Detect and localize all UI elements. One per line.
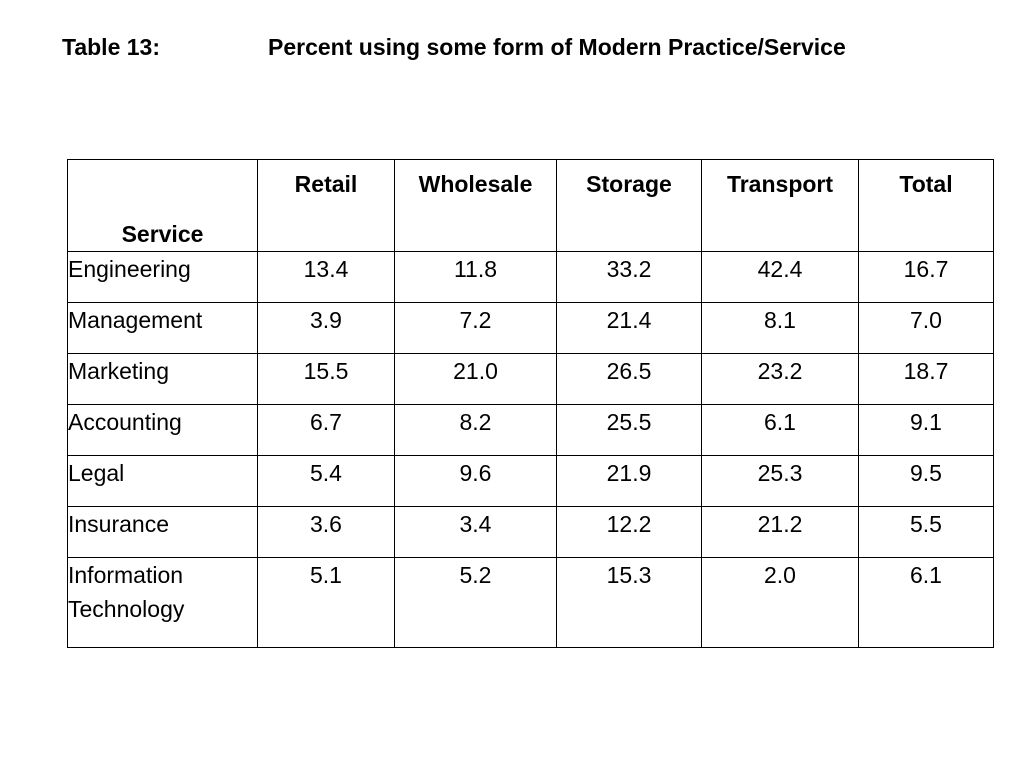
cell-wholesale: 7.2 — [394, 302, 557, 354]
row-label-text: Information Technology — [68, 562, 185, 622]
row-label: Insurance — [67, 506, 258, 558]
cell-transport: 23.2 — [701, 353, 859, 405]
cell-transport: 8.1 — [701, 302, 859, 354]
header-transport: Transport — [701, 159, 859, 252]
cell-transport: 42.4 — [701, 251, 859, 303]
cell-transport: 2.0 — [701, 557, 859, 648]
table-title-text: Percent using some form of Modern Practi… — [268, 34, 846, 60]
cell-storage: 25.5 — [556, 404, 702, 456]
cell-total: 18.7 — [858, 353, 994, 405]
cell-total: 9.5 — [858, 455, 994, 507]
cell-retail: 15.5 — [257, 353, 395, 405]
cell-total: 6.1 — [858, 557, 994, 648]
table-row: Engineering 13.4 11.8 33.2 42.4 16.7 — [67, 251, 994, 303]
data-table: Service Retail Wholesale Storage Transpo… — [67, 159, 994, 648]
cell-wholesale: 3.4 — [394, 506, 557, 558]
cell-storage: 21.4 — [556, 302, 702, 354]
cell-storage: 26.5 — [556, 353, 702, 405]
table-row: Legal 5.4 9.6 21.9 25.3 9.5 — [67, 455, 994, 507]
table-number-label: Table 13: — [62, 34, 160, 60]
cell-retail: 6.7 — [257, 404, 395, 456]
cell-storage: 33.2 — [556, 251, 702, 303]
row-label: Engineering — [67, 251, 258, 303]
cell-total: 7.0 — [858, 302, 994, 354]
cell-total: 16.7 — [858, 251, 994, 303]
row-label: Information Technology — [67, 557, 258, 648]
table-row: Insurance 3.6 3.4 12.2 21.2 5.5 — [67, 506, 994, 558]
header-service: Service — [67, 159, 258, 252]
cell-transport: 6.1 — [701, 404, 859, 456]
header-retail: Retail — [257, 159, 395, 252]
cell-storage: 15.3 — [556, 557, 702, 648]
cell-wholesale: 8.2 — [394, 404, 557, 456]
cell-wholesale: 9.6 — [394, 455, 557, 507]
cell-retail: 3.6 — [257, 506, 395, 558]
cell-transport: 21.2 — [701, 506, 859, 558]
header-storage: Storage — [556, 159, 702, 252]
table-row: Accounting 6.7 8.2 25.5 6.1 9.1 — [67, 404, 994, 456]
cell-storage: 21.9 — [556, 455, 702, 507]
cell-storage: 12.2 — [556, 506, 702, 558]
cell-wholesale: 21.0 — [394, 353, 557, 405]
cell-transport: 25.3 — [701, 455, 859, 507]
header-wholesale: Wholesale — [394, 159, 557, 252]
table-row: Management 3.9 7.2 21.4 8.1 7.0 — [67, 302, 994, 354]
header-total: Total — [858, 159, 994, 252]
table-row: Information Technology 5.1 5.2 15.3 2.0 … — [67, 557, 994, 648]
cell-retail: 5.4 — [257, 455, 395, 507]
row-label: Legal — [67, 455, 258, 507]
row-label: Management — [67, 302, 258, 354]
cell-total: 5.5 — [858, 506, 994, 558]
cell-total: 9.1 — [858, 404, 994, 456]
cell-retail: 5.1 — [257, 557, 395, 648]
row-label: Marketing — [67, 353, 258, 405]
cell-wholesale: 11.8 — [394, 251, 557, 303]
row-label: Accounting — [67, 404, 258, 456]
cell-retail: 13.4 — [257, 251, 395, 303]
cell-retail: 3.9 — [257, 302, 395, 354]
table-header-row: Service Retail Wholesale Storage Transpo… — [67, 159, 994, 252]
table-row: Marketing 15.5 21.0 26.5 23.2 18.7 — [67, 353, 994, 405]
cell-wholesale: 5.2 — [394, 557, 557, 648]
